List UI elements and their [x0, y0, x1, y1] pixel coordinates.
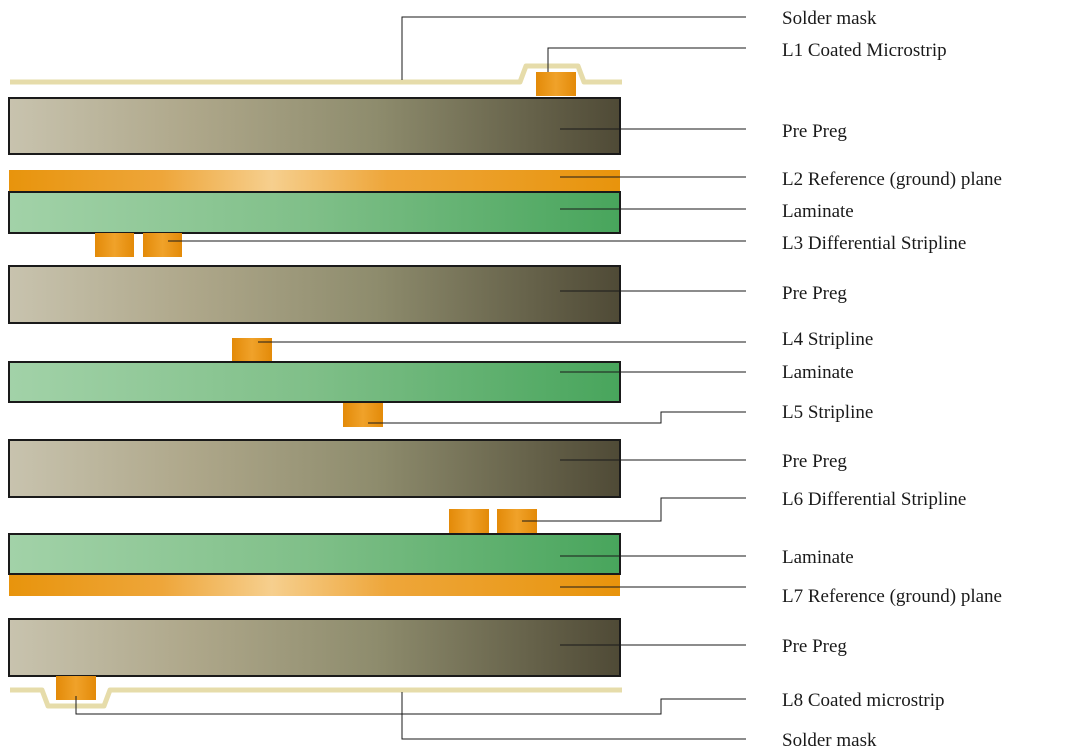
prepreg-4 — [8, 618, 621, 677]
label-l8: L8 Coated microstrip — [782, 690, 945, 711]
label-laminate-3: Laminate — [782, 547, 854, 568]
l7-plane — [9, 575, 620, 596]
label-laminate-2: Laminate — [782, 362, 854, 383]
prepreg-3 — [8, 439, 621, 498]
laminate-1 — [8, 191, 621, 234]
label-l1: L1 Coated Microstrip — [782, 40, 947, 61]
l2-plane — [9, 170, 620, 191]
leader-solder-mask-bottom — [401, 692, 746, 740]
solder-mask-top — [10, 63, 622, 85]
label-laminate-1: Laminate — [782, 201, 854, 222]
leader-l5 — [368, 411, 746, 424]
prepreg-2 — [8, 265, 621, 324]
label-l5: L5 Stripline — [782, 402, 873, 423]
label-prepreg-4: Pre Preg — [782, 636, 847, 657]
laminate-2 — [8, 361, 621, 403]
label-prepreg-1: Pre Preg — [782, 121, 847, 142]
l6-trace-a — [449, 509, 489, 533]
label-prepreg-3: Pre Preg — [782, 451, 847, 472]
leader-l6 — [522, 497, 746, 522]
label-solder-mask-top: Solder mask — [782, 8, 877, 29]
l3-trace-a — [95, 233, 134, 257]
label-l4: L4 Stripline — [782, 329, 873, 350]
leader-l1 — [547, 47, 746, 72]
prepreg-1 — [8, 97, 621, 155]
l3-trace-b — [143, 233, 182, 257]
l1-trace — [536, 72, 576, 96]
label-solder-mask-bottom: Solder mask — [782, 730, 877, 751]
label-l7: L7 Reference (ground) plane — [782, 586, 1002, 607]
label-l6: L6 Differential Stripline — [782, 489, 966, 510]
laminate-3 — [8, 533, 621, 575]
solder-mask-bottom — [10, 687, 622, 709]
label-l3: L3 Differential Stripline — [782, 233, 966, 254]
leader-l8 — [75, 696, 746, 715]
leader-solder-mask-top — [401, 16, 746, 80]
label-l2: L2 Reference (ground) plane — [782, 169, 1002, 190]
label-prepreg-2: Pre Preg — [782, 283, 847, 304]
